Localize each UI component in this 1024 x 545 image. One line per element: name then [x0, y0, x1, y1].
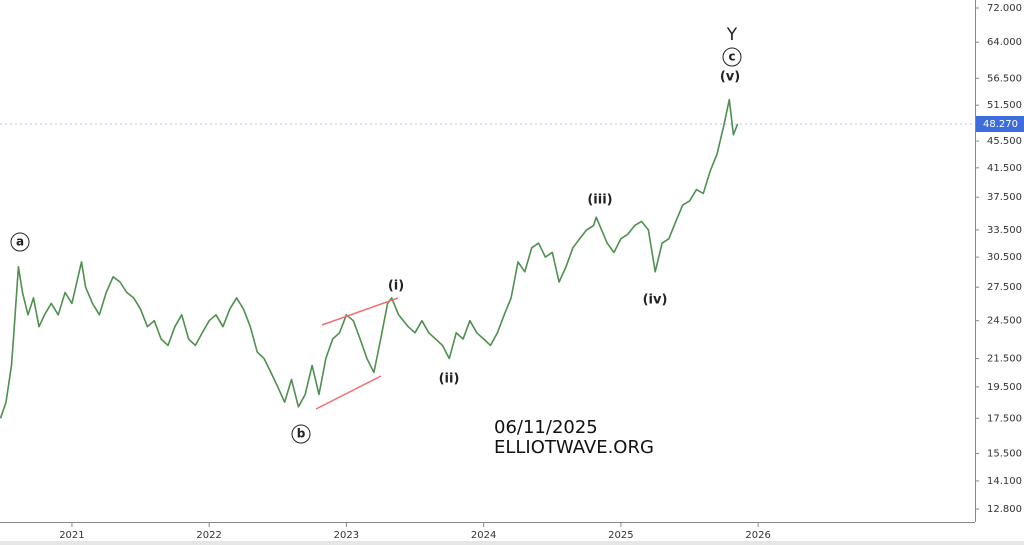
- y-tick-label: 30.500: [987, 252, 1022, 263]
- x-tick-label: 2021: [59, 530, 84, 541]
- y-tick-label: 14.100: [987, 476, 1022, 487]
- y-tick-label: 27.500: [987, 282, 1022, 293]
- wave-label: Y: [726, 25, 738, 45]
- x-tick-label: 2023: [334, 530, 359, 541]
- y-tick-label: 19.500: [987, 382, 1022, 393]
- y-tick-label: 15.500: [987, 448, 1022, 459]
- x-tick-label: 2025: [608, 530, 633, 541]
- y-tick-label: 12.800: [987, 504, 1022, 515]
- site-watermark: ELLIOTWAVE.ORG: [494, 437, 654, 458]
- wave-label: b: [297, 427, 306, 441]
- last-price-label: 48.270: [983, 119, 1018, 130]
- scrollbar: [0, 541, 1024, 545]
- channel-line: [315, 375, 382, 410]
- x-tick-label: 2022: [196, 530, 221, 541]
- wave-circle: [722, 47, 742, 67]
- wave-label: (i): [388, 279, 404, 294]
- last-price-tag: [976, 115, 1024, 132]
- y-tick-label: 56.500: [987, 73, 1022, 84]
- y-tick-label: 33.500: [987, 225, 1022, 236]
- y-tick-label: 41.500: [987, 163, 1022, 174]
- wave-label: (ii): [439, 372, 460, 387]
- wave-label: (iv): [643, 293, 668, 308]
- y-tick-label: 17.500: [987, 413, 1022, 424]
- x-tick-label: 2026: [745, 530, 770, 541]
- wave-circle: [291, 424, 311, 444]
- wave-label: (v): [720, 70, 740, 85]
- wave-circle: [10, 232, 30, 252]
- x-tick-label: 2024: [471, 530, 496, 541]
- y-tick-label: 37.500: [987, 192, 1022, 203]
- y-tick-label: 72.000: [987, 3, 1022, 14]
- price-line: [0, 98, 739, 419]
- y-tick-label: 21.500: [987, 354, 1022, 365]
- date-watermark: 06/11/2025: [494, 417, 598, 438]
- plot: [0, 98, 739, 419]
- y-tick-label: 51.500: [987, 100, 1022, 111]
- y-tick-label: 45.500: [987, 136, 1022, 147]
- y-tick-label: 64.000: [987, 37, 1022, 48]
- wave-label: a: [16, 235, 24, 249]
- y-tick-label: 24.500: [987, 316, 1022, 327]
- channel-line: [321, 297, 399, 326]
- wave-label: c: [728, 50, 735, 64]
- wave-label: (iii): [587, 193, 612, 208]
